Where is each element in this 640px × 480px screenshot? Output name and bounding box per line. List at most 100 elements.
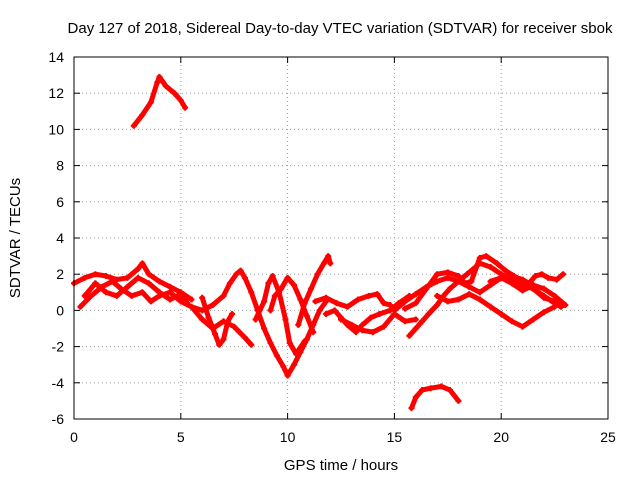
data-point xyxy=(434,301,441,308)
data-point xyxy=(508,318,515,325)
data-point xyxy=(316,307,323,314)
data-point xyxy=(487,278,494,285)
data-point xyxy=(359,321,366,328)
data-point xyxy=(540,285,547,292)
data-point xyxy=(545,274,552,281)
data-point xyxy=(391,307,398,314)
data-point xyxy=(551,298,558,305)
data-point xyxy=(273,352,280,359)
data-point xyxy=(77,303,84,310)
y-tick-label: -6 xyxy=(52,411,65,427)
data-point xyxy=(530,285,537,292)
data-point xyxy=(177,97,184,104)
data-point xyxy=(538,271,545,278)
data-point xyxy=(444,298,451,305)
data-point xyxy=(412,325,419,332)
data-point xyxy=(156,73,163,80)
data-point xyxy=(139,260,146,267)
data-point xyxy=(156,289,163,296)
data-point xyxy=(167,283,174,290)
data-point xyxy=(199,316,206,323)
data-point xyxy=(177,298,184,305)
data-point xyxy=(476,289,483,296)
data-point xyxy=(468,278,475,285)
data-point xyxy=(419,387,426,394)
data-point xyxy=(226,280,233,287)
series-arc-4 xyxy=(131,74,188,129)
data-point xyxy=(308,285,315,292)
data-point xyxy=(551,303,558,310)
data-point xyxy=(553,276,560,283)
data-point xyxy=(532,273,539,280)
data-point xyxy=(455,273,462,280)
data-point xyxy=(167,296,174,303)
y-tick-label: -2 xyxy=(52,339,65,355)
data-point xyxy=(92,271,99,278)
data-point xyxy=(323,294,330,301)
data-point xyxy=(402,298,409,305)
y-tick-label: 10 xyxy=(48,121,64,137)
data-point xyxy=(560,301,567,308)
data-point xyxy=(446,285,453,292)
data-point xyxy=(461,280,468,287)
data-point xyxy=(312,298,319,305)
data-point xyxy=(380,300,387,307)
data-point xyxy=(124,283,131,290)
data-point xyxy=(333,300,340,307)
data-point xyxy=(265,280,272,287)
data-point xyxy=(434,271,441,278)
data-point xyxy=(502,267,509,274)
data-point xyxy=(323,311,330,318)
data-point xyxy=(425,311,432,318)
data-point xyxy=(402,318,409,325)
data-point xyxy=(406,332,413,339)
y-tick-label: 4 xyxy=(56,230,64,246)
data-point xyxy=(284,274,291,281)
data-point xyxy=(344,303,351,310)
data-point xyxy=(267,339,274,346)
data-point xyxy=(303,312,310,319)
y-tick-label: 8 xyxy=(56,158,64,174)
data-point xyxy=(419,318,426,325)
data-point xyxy=(128,292,135,299)
data-point xyxy=(301,300,308,307)
data-point xyxy=(560,271,567,278)
data-point xyxy=(540,294,547,301)
y-tick-label: -4 xyxy=(52,375,65,391)
data-point xyxy=(184,300,191,307)
data-point xyxy=(124,274,131,281)
data-point xyxy=(229,311,236,318)
x-tick-label: 25 xyxy=(600,429,616,445)
data-point xyxy=(135,274,142,281)
data-point xyxy=(412,316,419,323)
data-point xyxy=(434,292,441,299)
series-arc-15 xyxy=(402,253,566,312)
data-point xyxy=(355,296,362,303)
data-point xyxy=(455,296,462,303)
data-point xyxy=(476,254,483,261)
data-point xyxy=(493,260,500,267)
data-point xyxy=(139,111,146,118)
data-point xyxy=(455,397,462,404)
data-point xyxy=(271,292,278,299)
data-point xyxy=(130,122,137,129)
data-point xyxy=(291,361,298,368)
data-point xyxy=(147,298,154,305)
data-point xyxy=(224,318,231,325)
data-point xyxy=(320,260,327,267)
data-point xyxy=(199,294,206,301)
data-point xyxy=(434,278,441,285)
y-tick-label: 6 xyxy=(56,194,64,210)
data-point xyxy=(135,265,142,272)
data-point xyxy=(519,276,526,283)
data-point xyxy=(145,271,152,278)
data-point xyxy=(327,260,334,267)
data-point xyxy=(269,273,276,280)
x-tick-label: 5 xyxy=(177,429,185,445)
data-point xyxy=(209,301,216,308)
x-tick-label: 0 xyxy=(70,429,78,445)
data-point xyxy=(365,292,372,299)
data-point xyxy=(162,82,169,89)
grid-layer xyxy=(74,57,608,419)
data-point xyxy=(248,289,255,296)
